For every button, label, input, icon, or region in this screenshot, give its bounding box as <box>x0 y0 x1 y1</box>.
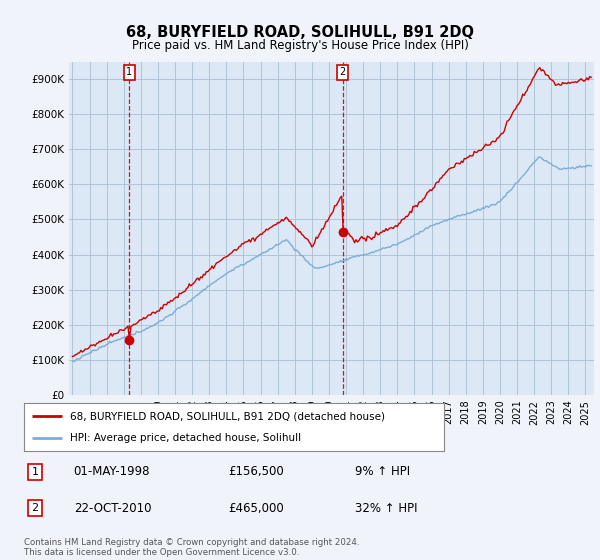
Text: 1: 1 <box>127 67 133 77</box>
Text: 68, BURYFIELD ROAD, SOLIHULL, B91 2DQ: 68, BURYFIELD ROAD, SOLIHULL, B91 2DQ <box>126 25 474 40</box>
Text: 1: 1 <box>32 467 38 477</box>
Text: 9% ↑ HPI: 9% ↑ HPI <box>355 465 410 478</box>
Text: £156,500: £156,500 <box>228 465 284 478</box>
Text: HPI: Average price, detached house, Solihull: HPI: Average price, detached house, Soli… <box>70 433 301 443</box>
Text: 32% ↑ HPI: 32% ↑ HPI <box>355 502 418 515</box>
Text: 22-OCT-2010: 22-OCT-2010 <box>74 502 151 515</box>
Text: 2: 2 <box>340 67 346 77</box>
Text: 68, BURYFIELD ROAD, SOLIHULL, B91 2DQ (detached house): 68, BURYFIELD ROAD, SOLIHULL, B91 2DQ (d… <box>70 411 385 421</box>
Text: 2: 2 <box>31 503 38 513</box>
Text: Contains HM Land Registry data © Crown copyright and database right 2024.
This d: Contains HM Land Registry data © Crown c… <box>24 538 359 557</box>
Text: £465,000: £465,000 <box>228 502 284 515</box>
Text: 01-MAY-1998: 01-MAY-1998 <box>74 465 150 478</box>
Text: Price paid vs. HM Land Registry's House Price Index (HPI): Price paid vs. HM Land Registry's House … <box>131 39 469 53</box>
